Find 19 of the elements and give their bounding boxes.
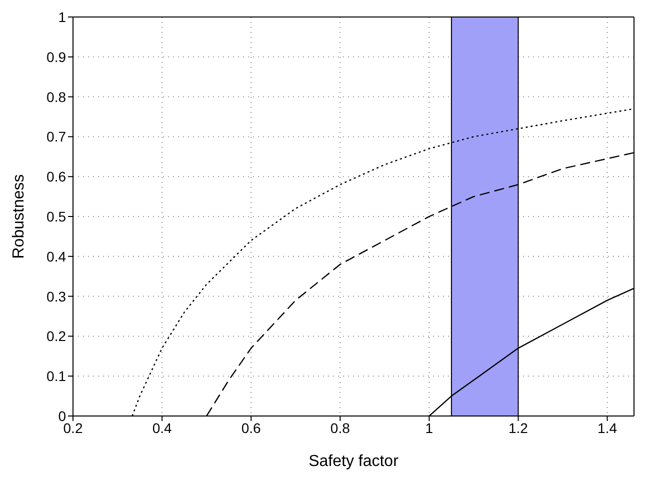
y-tick-label: 0.7 xyxy=(46,128,66,145)
y-tick-label: 0.3 xyxy=(46,288,66,304)
x-axis-title: Safety factor xyxy=(308,453,400,470)
y-tick-label: 0.6 xyxy=(46,168,66,185)
x-tick-label: 0.4 xyxy=(152,420,172,436)
y-tick-label: 0.1 xyxy=(46,368,66,384)
y-tick-label: 0 xyxy=(58,408,66,424)
x-tick-label: 1 xyxy=(425,420,434,436)
y-tick-label: 1 xyxy=(58,8,66,25)
x-tick-label: 1.2 xyxy=(508,420,528,436)
x-tick-label: 0.8 xyxy=(330,420,350,436)
y-tick-label: 0.2 xyxy=(46,328,66,344)
y-tick-label: 0.8 xyxy=(46,88,66,105)
y-tick-label: 0.5 xyxy=(46,208,66,224)
x-tick-label: 1.4 xyxy=(598,420,618,436)
y-tick-label: 0.4 xyxy=(46,248,66,264)
y-tick-label: 0.9 xyxy=(46,48,66,65)
y-axis-title: Robustness xyxy=(10,174,28,259)
x-tick-label: 0.6 xyxy=(241,420,262,436)
